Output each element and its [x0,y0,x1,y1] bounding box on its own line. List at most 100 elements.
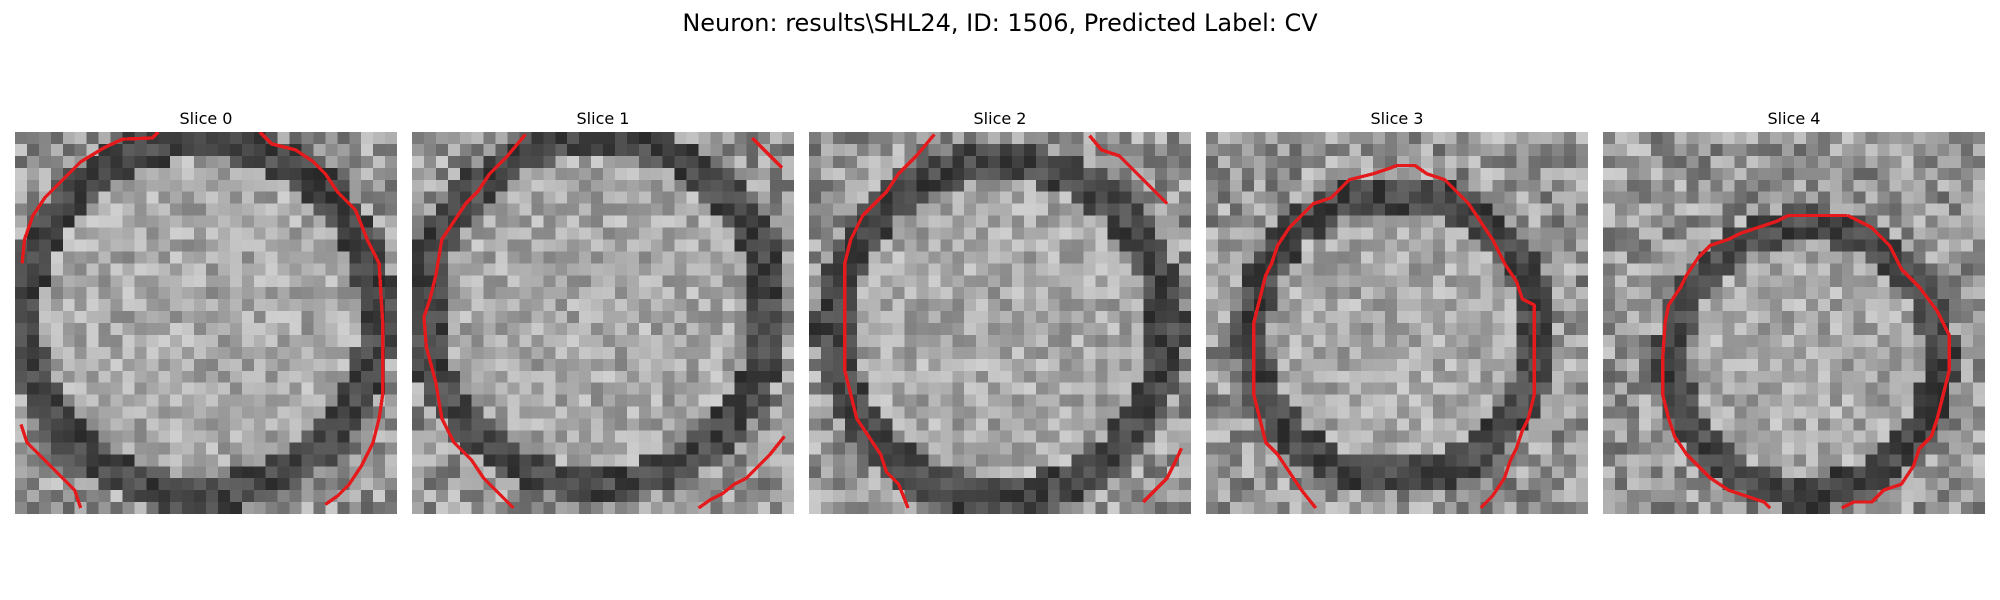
image-pixel [916,167,929,180]
image-pixel [1817,191,1831,204]
image-pixel [555,132,568,145]
image-pixel [1265,334,1278,348]
image-pixel [1035,179,1048,192]
image-pixel [1901,334,1914,348]
image-pixel [1877,394,1890,407]
image-pixel [1746,370,1759,383]
image-pixel [579,466,592,479]
image-pixel [1734,334,1747,348]
image-pixel [820,251,834,264]
image-pixel [1662,155,1675,169]
image-pixel [782,370,794,383]
image-pixel [809,454,822,467]
image-pixel [1552,323,1565,336]
image-pixel [1817,370,1831,383]
image-pixel [1229,382,1243,395]
image-pixel [1361,418,1374,431]
image-pixel [15,311,28,324]
image-pixel [1241,203,1254,216]
image-pixel [686,323,699,336]
image-pixel [1853,382,1866,395]
image-pixel [1083,478,1096,491]
image-pixel [1817,179,1831,192]
image-pixel [170,239,183,252]
image-pixel [1179,490,1191,503]
image-pixel [1047,143,1060,157]
image-pixel [1901,311,1914,324]
image-pixel [313,299,326,312]
image-pixel [758,442,771,455]
image-pixel [1349,346,1362,360]
image-pixel [614,263,628,276]
image-pixel [686,311,699,324]
image-pixel [110,287,123,300]
image-pixel [26,466,40,479]
image-pixel [782,203,794,216]
image-pixel [770,454,783,467]
image-pixel [265,323,278,336]
image-pixel [662,179,675,192]
image-pixel [98,287,111,300]
image-pixel [1095,263,1108,276]
image-pixel [1155,370,1168,383]
image-pixel [662,478,675,491]
image-pixel [1614,263,1628,276]
image-pixel [1710,311,1723,324]
image-pixel [122,155,135,169]
image-pixel [62,311,75,324]
image-pixel [1385,263,1398,276]
image-pixel [1710,227,1723,240]
image-pixel [1408,239,1422,252]
image-pixel [868,502,881,514]
image-pixel [158,394,171,407]
image-pixel [1492,430,1505,443]
image-pixel [1385,203,1398,216]
image-pixel [1468,418,1481,431]
image-pixel [1674,394,1687,407]
image-pixel [182,299,195,312]
image-pixel [555,215,568,228]
image-pixel [964,358,977,371]
image-pixel [892,132,905,145]
image-pixel [1131,287,1144,300]
image-pixel [1901,346,1914,360]
image-pixel [1035,311,1048,324]
image-pixel [638,299,651,312]
image-pixel [1782,251,1795,264]
image-pixel [916,442,929,455]
image-pixel [1516,167,1529,180]
image-pixel [722,418,735,431]
image-pixel [1301,454,1314,467]
image-pixel [1603,191,1616,204]
image-pixel [1361,132,1374,145]
image-pixel [289,132,302,145]
image-pixel [38,406,52,419]
image-pixel [447,227,460,240]
image-pixel [1361,346,1374,360]
image-pixel [1277,382,1290,395]
image-pixel [988,442,1001,455]
image-pixel [1047,155,1060,169]
image-pixel [313,287,326,300]
image-pixel [1000,311,1013,324]
image-pixel [1265,490,1278,503]
image-pixel [928,346,941,360]
image-pixel [880,227,893,240]
image-pixel [638,394,651,407]
image-pixel [1023,299,1037,312]
image-pixel [1035,502,1048,514]
image-pixel [1107,227,1120,240]
image-pixel [1059,227,1072,240]
image-pixel [1313,358,1326,371]
image-pixel [1540,203,1553,216]
image-pixel [241,215,254,228]
image-pixel [217,370,231,383]
image-pixel [988,323,1001,336]
image-pixel [1325,418,1338,431]
image-pixel [206,502,219,514]
image-pixel [1603,406,1616,419]
image-pixel [1373,454,1386,467]
image-pixel [964,502,977,514]
image-pixel [1841,167,1854,180]
image-pixel [1603,334,1616,348]
